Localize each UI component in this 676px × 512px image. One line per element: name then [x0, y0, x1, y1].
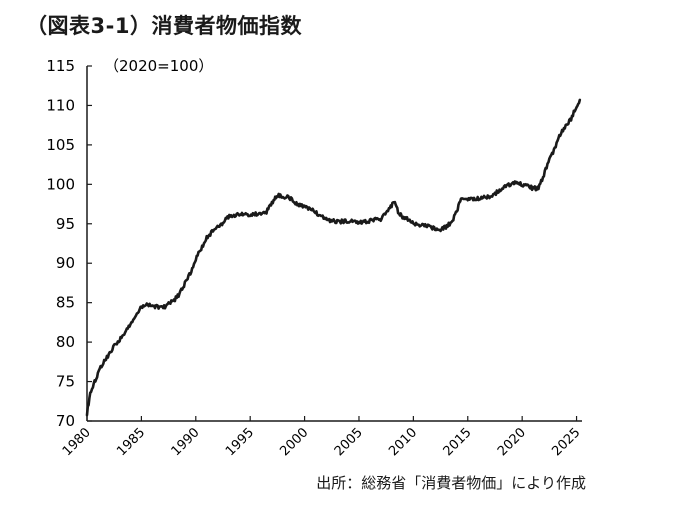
y-tick-label: 90	[56, 254, 75, 272]
cpi-series-line	[85, 98, 582, 417]
x-tick-label: 2020	[495, 425, 529, 459]
x-tick-label: 2010	[386, 425, 420, 459]
y-axis-ticks: 70 75 80 85 90 95 100 105 110 115	[46, 57, 92, 430]
y-tick-label: 115	[46, 57, 75, 75]
y-tick-label: 85	[56, 294, 75, 312]
y-tick-label: 110	[46, 96, 75, 114]
x-tick-label: 1990	[169, 425, 203, 459]
y-tick-label: 80	[56, 333, 75, 351]
y-tick-label: 75	[56, 373, 75, 391]
x-tick-label: 2015	[441, 425, 475, 459]
source-note: 出所：総務省「消費者物価」により作成	[316, 474, 586, 492]
unit-label: （2020=100）	[104, 57, 213, 75]
x-tick-label: 1980	[60, 425, 94, 459]
y-tick-label: 100	[46, 175, 75, 193]
x-tick-label: 1985	[114, 425, 148, 459]
x-tick-label: 2005	[332, 425, 366, 459]
y-tick-label: 95	[56, 215, 75, 233]
chart-title: （図表3-1）消費者物価指数	[26, 14, 302, 38]
x-tick-label: 2025	[549, 425, 583, 459]
axes	[86, 66, 582, 422]
y-tick-label: 70	[56, 412, 75, 430]
x-tick-label: 1995	[223, 425, 257, 459]
y-tick-label: 105	[46, 136, 75, 154]
x-tick-label: 2000	[277, 425, 311, 459]
x-axis-ticks: 1980 1985 1990 1995 2000 2005 2010 2015 2020 2025	[60, 416, 583, 459]
